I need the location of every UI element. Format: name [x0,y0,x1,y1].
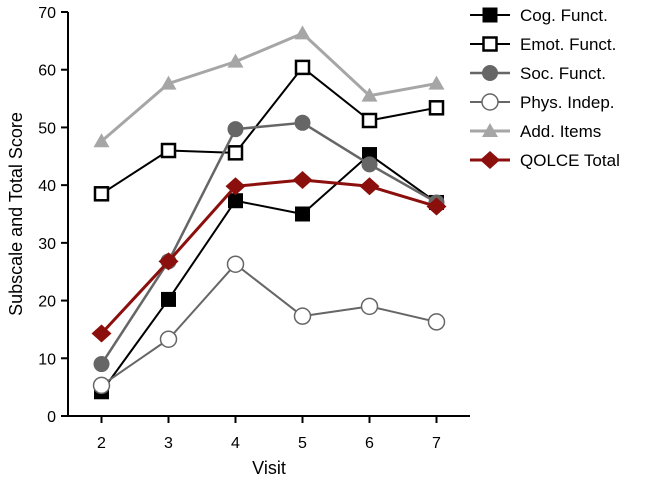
data-point [227,53,244,68]
series-line [100,178,437,335]
data-point [359,177,380,196]
legend-item: Phys. Indep. [470,93,615,112]
x-tick-label: 7 [432,435,441,452]
y-tick-label: 40 [38,178,56,195]
data-point [427,313,446,331]
data-point [428,100,445,116]
data-point [161,291,176,307]
series-emot-funct [93,59,445,202]
axes: 0 10 20 30 40 50 60 70 2 3 4 5 6 7 [38,5,470,452]
data-point [294,59,311,76]
legend-marker [481,93,499,111]
legend-marker [482,7,498,23]
data-point [295,206,310,222]
legend-item: Cog. Funct. [470,6,608,25]
legend-label: Phys. Indep. [520,93,615,112]
series-cog-funct [94,147,444,400]
y-axis-title: Subscale and Total Score [6,112,26,316]
data-point [227,145,244,161]
series-line [100,31,437,143]
data-point [93,186,110,202]
legend-label: QOLCE Total [520,151,620,170]
data-point [428,75,445,90]
data-point [93,133,110,148]
data-point [160,142,177,159]
legend-label: Add. Items [520,122,601,141]
y-tick-label: 70 [38,5,56,22]
series-qolce-total [91,170,447,343]
series-phys-indep [92,255,446,395]
data-point [361,112,378,129]
legend-marker [482,123,498,137]
data-point [160,75,177,90]
data-point [93,356,110,373]
series-add-items [93,25,445,148]
series-line [100,121,438,365]
series-line [100,263,437,387]
series-soc-funct [93,114,445,373]
data-point [227,121,244,138]
legend-label: Soc. Funct. [520,64,606,83]
data-point [228,193,243,209]
legend-marker [482,65,498,81]
legend-item: QOLCE Total [470,151,620,170]
data-point [225,177,246,196]
legend-item: Emot. Funct. [470,35,616,54]
legend-label: Cog. Funct. [520,6,608,25]
legend: Cog. Funct. Emot. Funct. Soc. Funct. Phys. … [470,6,620,170]
data-point [361,156,378,173]
legend-item: Soc. Funct. [470,64,606,83]
y-tick-label: 0 [47,409,56,426]
legend-marker [480,151,500,169]
x-axis-title: Visit [252,458,286,478]
series-line [100,66,437,195]
y-tick-label: 30 [38,236,56,253]
data-point [159,330,178,348]
data-point [360,297,379,316]
data-point [293,307,312,325]
series-line [100,153,438,393]
legend-item: Add. Items [470,122,601,141]
data-point [294,114,311,131]
legend-marker [482,36,498,52]
legend-label: Emot. Funct. [520,35,616,54]
data-point [292,170,313,189]
y-tick-label: 50 [38,120,56,137]
x-tick-label: 5 [298,435,307,452]
data-point [426,197,447,216]
x-tick-label: 4 [231,435,240,452]
x-tick-label: 3 [164,435,173,452]
series-layer [91,25,447,400]
data-point [92,376,111,395]
y-tick-label: 60 [38,63,56,80]
data-point [91,324,112,343]
data-point [361,87,378,102]
x-tick-label: 2 [97,435,106,452]
data-point [294,25,311,40]
data-point [158,252,179,271]
x-tick-label: 6 [365,435,374,452]
data-point [226,255,245,273]
y-tick-label: 20 [38,294,56,311]
y-tick-label: 10 [38,351,56,368]
